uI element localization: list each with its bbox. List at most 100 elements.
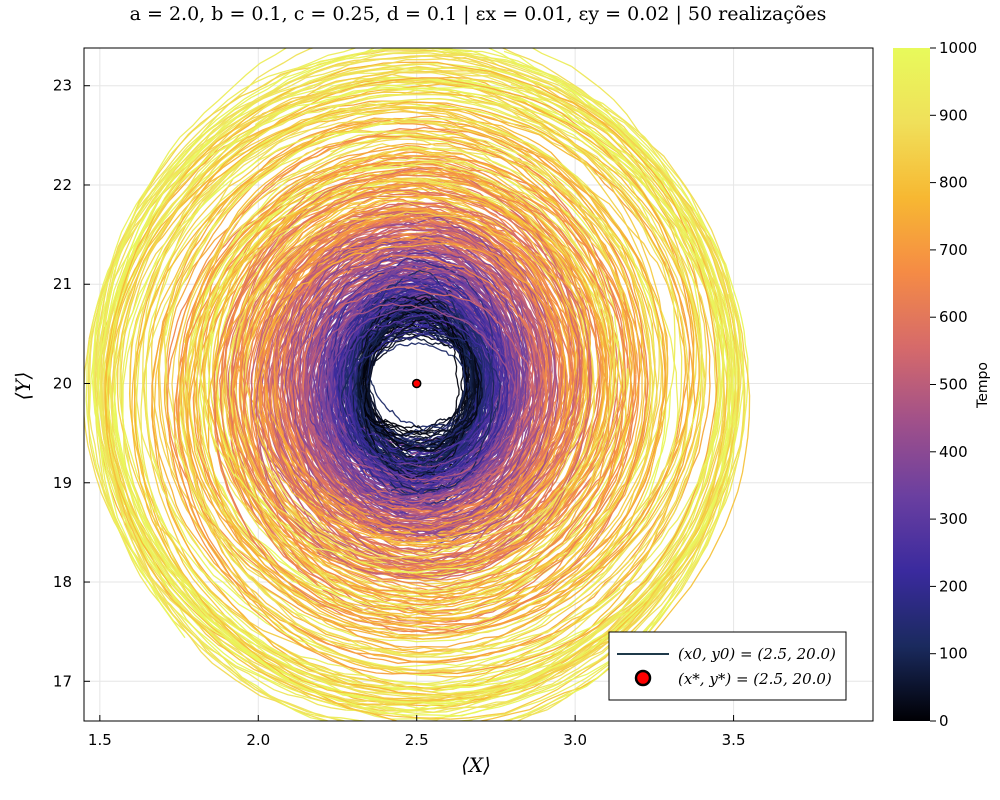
trajectory-segment: [568, 192, 658, 485]
trajectory-segment: [370, 507, 554, 572]
trajectory-segment: [313, 525, 593, 604]
trajectory-segment: [276, 271, 349, 438]
trajectory-segment: [242, 52, 653, 147]
trajectory-segment: [104, 75, 330, 456]
trajectory-segment: [254, 211, 487, 295]
trajectory-segment: [354, 314, 464, 345]
trajectory-segment: [346, 474, 461, 535]
trajectory-segment: [322, 315, 381, 432]
trajectory-segment: [122, 267, 208, 643]
trajectory-segment: [492, 286, 525, 461]
trajectory-segment: [483, 263, 540, 394]
trajectory-segment: [383, 228, 553, 341]
trajectories: [84, 48, 751, 721]
trajectory-segment: [512, 199, 589, 437]
trajectory-segment: [219, 450, 491, 574]
trajectory-segment: [307, 252, 398, 357]
x-tick-label: 3.5: [722, 731, 746, 749]
trajectory-segment: [457, 270, 538, 403]
trajectory-segment: [459, 364, 521, 520]
trajectory-segment: [128, 91, 433, 305]
trajectory-segment: [590, 103, 725, 522]
trajectory-segment: [332, 482, 588, 578]
trajectory-segment: [499, 268, 561, 439]
trajectory-segment: [257, 107, 627, 201]
trajectory-segment: [363, 290, 474, 326]
x-tick-label: 3.0: [563, 731, 587, 749]
trajectory-segment: [199, 191, 307, 452]
trajectory-segment: [269, 272, 317, 491]
trajectory-segment: [372, 436, 572, 554]
trajectory-segment: [362, 318, 423, 369]
trajectory-segment: [195, 226, 247, 549]
trajectory-segment: [602, 150, 695, 475]
trajectory-segment: [509, 333, 530, 448]
trajectory-segment: [255, 236, 385, 415]
trajectory-segment: [255, 414, 412, 579]
trajectory-segment: [609, 260, 733, 642]
colorbar: 0 100 200 300 400 500 600 700 800 900 1000 Tempo: [893, 39, 991, 730]
trajectory-segment: [378, 132, 609, 310]
trajectory-segment: [581, 122, 725, 462]
trajectory-segment: [520, 244, 610, 497]
trajectory-segment: [295, 93, 664, 228]
trajectory-segment: [243, 594, 634, 686]
trajectory-segment: [185, 89, 557, 201]
trajectory-segment: [259, 374, 393, 536]
trajectory-segment: [101, 307, 305, 711]
trajectory-segment: [135, 174, 232, 566]
trajectory-segment: [179, 48, 572, 138]
colorbar-tick-label: 1000: [939, 39, 977, 57]
trajectory-segment: [286, 177, 509, 232]
trajectory-segment: [370, 215, 530, 285]
trajectory-segment: [540, 285, 589, 460]
trajectory-segment: [527, 340, 704, 658]
trajectory-segment: [109, 120, 239, 492]
colorbar-tick-label: 200: [939, 577, 968, 595]
trajectory-segment: [128, 195, 200, 564]
trajectory-segment: [450, 386, 740, 720]
trajectory-segment: [305, 130, 607, 233]
trajectory-segment: [381, 223, 522, 301]
trajectory-segment: [422, 409, 491, 470]
trajectory-segment: [316, 286, 471, 333]
trajectory-segment: [275, 285, 314, 458]
trajectory-segment: [471, 245, 543, 415]
trajectory-segment: [105, 202, 185, 602]
trajectory-segment: [477, 340, 559, 534]
trajectory-segment: [252, 381, 383, 539]
trajectory-segment: [386, 298, 466, 323]
trajectory-segment: [488, 364, 542, 519]
trajectory-segment: [330, 135, 613, 269]
trajectory-segment: [528, 326, 648, 601]
trajectory-segment: [196, 273, 262, 545]
trajectory-segment: [481, 309, 614, 573]
trajectory-segment: [323, 431, 434, 498]
trajectory-segment: [214, 345, 294, 578]
trajectory-segment: [273, 360, 370, 529]
trajectory-segment: [510, 83, 703, 390]
colorbar-fill: [893, 48, 930, 721]
trajectory-segment: [419, 317, 481, 372]
trajectory-segment: [296, 490, 490, 557]
trajectory-segment: [119, 68, 441, 276]
trajectory-segment: [158, 215, 223, 547]
trajectory-segment: [261, 83, 611, 165]
trajectory-segment: [293, 162, 524, 203]
trajectory-segment: [388, 493, 693, 658]
trajectory-segment: [272, 160, 513, 219]
trajectory-segment: [485, 226, 588, 429]
trajectory-segment: [595, 138, 676, 487]
trajectory-segment: [238, 254, 307, 475]
trajectory-segment: [339, 429, 407, 507]
trajectory-segment: [232, 268, 308, 456]
trajectory-segment: [532, 234, 609, 456]
trajectory-segment: [359, 459, 496, 507]
x-tick-label: 1.5: [88, 731, 112, 749]
trajectory-segment: [327, 487, 501, 524]
trajectory-segment: [359, 359, 371, 422]
trajectory-segment: [256, 233, 418, 383]
trajectory-segment: [524, 362, 691, 656]
trajectory-segment: [290, 185, 534, 236]
trajectory-segment: [248, 143, 485, 225]
